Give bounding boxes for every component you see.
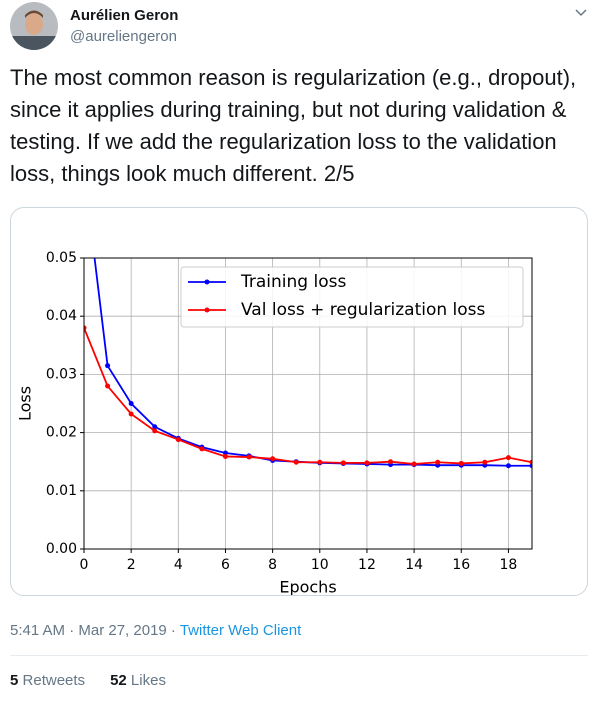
chart: 0.00 0.01 0.02 0.03 0.04 0.05 0 2 4 6 8 10 12 14 16 18 E… bbox=[16, 250, 533, 597]
retweet-count[interactable]: 5 bbox=[10, 672, 19, 689]
x-tick-label: 10 bbox=[311, 557, 329, 573]
series-marker bbox=[388, 459, 394, 465]
plot-area bbox=[84, 258, 532, 469]
series-marker bbox=[84, 325, 87, 331]
series-marker bbox=[222, 453, 228, 459]
legend-label: Training loss bbox=[240, 272, 346, 292]
y-tick-label: 0.05 bbox=[46, 250, 77, 266]
x-tick-label: 14 bbox=[405, 557, 423, 573]
series-marker bbox=[364, 460, 370, 466]
series-line bbox=[84, 327, 532, 465]
x-tick-label: 16 bbox=[452, 557, 470, 573]
like-count[interactable]: 52 bbox=[110, 672, 127, 689]
series-marker bbox=[199, 446, 205, 452]
y-tick-label: 0.00 bbox=[46, 541, 77, 557]
series-marker bbox=[175, 437, 181, 443]
series-marker bbox=[505, 463, 511, 469]
series-marker bbox=[128, 401, 134, 406]
y-tick-label: 0.02 bbox=[46, 425, 77, 441]
tweet-meta: 5:41 AM · Mar 27, 2019 · Twitter Web Cli… bbox=[10, 622, 301, 639]
x-tick-label: 18 bbox=[500, 557, 518, 573]
legend-box bbox=[180, 266, 524, 328]
series-marker bbox=[293, 459, 299, 465]
series-marker bbox=[411, 461, 417, 467]
x-tick-label: 12 bbox=[358, 557, 376, 573]
x-tick-label: 8 bbox=[268, 557, 277, 573]
y-tick-label: 0.03 bbox=[46, 366, 77, 382]
series-marker bbox=[340, 460, 346, 466]
series-marker bbox=[435, 459, 441, 465]
series-marker bbox=[152, 424, 158, 430]
plot-frame bbox=[83, 257, 533, 550]
legend-marker bbox=[204, 279, 210, 285]
x-tick-label: 0 bbox=[80, 557, 89, 573]
series-marker bbox=[505, 455, 511, 461]
timestamp[interactable]: 5:41 AM · Mar 27, 2019 · bbox=[10, 622, 176, 639]
tweet-text: The most common reason is regularization… bbox=[10, 65, 577, 186]
series-marker bbox=[317, 459, 323, 465]
legend-marker bbox=[204, 307, 210, 313]
series-marker bbox=[128, 411, 134, 417]
series-marker bbox=[529, 459, 532, 465]
legend-label: Val loss + regularization loss bbox=[241, 300, 486, 320]
series-marker bbox=[246, 454, 252, 460]
media-card[interactable]: 0.00 0.01 0.02 0.03 0.04 0.05 0 2 4 6 8 10 12 14 16 18 E… bbox=[10, 207, 588, 596]
x-tick-label: 6 bbox=[221, 557, 230, 573]
source[interactable]: Twitter Web Client bbox=[179, 622, 302, 639]
avatar[interactable] bbox=[10, 2, 58, 50]
divider bbox=[10, 655, 588, 656]
series-marker bbox=[105, 363, 111, 369]
series-marker bbox=[105, 383, 111, 389]
caret[interactable] bbox=[574, 8, 588, 18]
y-tick-label: 0.01 bbox=[46, 483, 77, 499]
x-axis-label: Epochs bbox=[279, 578, 336, 597]
author-name[interactable]: Aurélien Geron bbox=[70, 7, 179, 24]
retweet-label[interactable]: Retweets bbox=[22, 672, 86, 689]
series-marker bbox=[270, 456, 276, 462]
series-marker bbox=[222, 450, 228, 456]
like-label[interactable]: Likes bbox=[130, 672, 166, 689]
y-tick-label: 0.04 bbox=[46, 308, 77, 324]
author-handle[interactable]: @aureliengeron bbox=[70, 28, 177, 45]
x-tick-label: 4 bbox=[174, 557, 183, 573]
stats: 5 Retweets 52 Likes bbox=[10, 672, 166, 689]
x-tick-label: 2 bbox=[127, 557, 136, 573]
y-axis-label: Loss bbox=[16, 386, 35, 421]
series-marker bbox=[152, 428, 158, 434]
series-marker bbox=[482, 459, 488, 465]
series-marker bbox=[458, 460, 464, 466]
